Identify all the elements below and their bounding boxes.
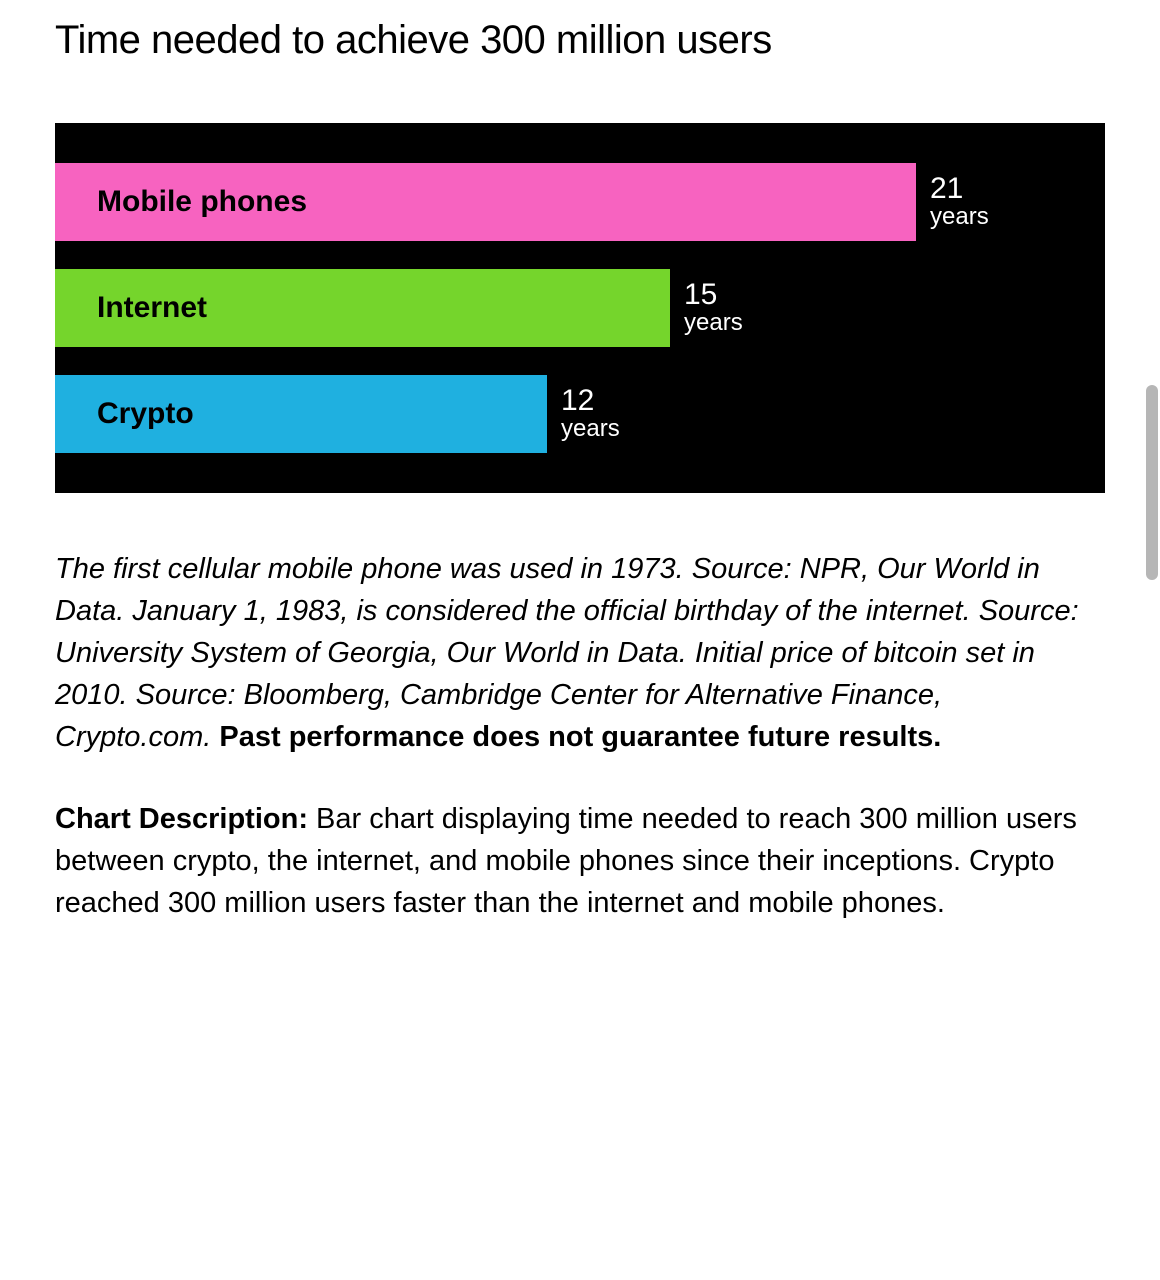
scrollbar-thumb[interactable] [1146, 385, 1158, 580]
bar-row: Crypto 12years [55, 375, 1105, 453]
bar-chart: Mobile phones21yearsInternet15yearsCrypt… [55, 123, 1105, 493]
bar-value-unit: years [930, 204, 989, 230]
description-label: Chart Description: [55, 803, 316, 835]
bar-value-block: 15years [684, 280, 743, 336]
bar: Internet [55, 269, 670, 347]
chart-description: Chart Description: Bar chart displaying … [55, 798, 1105, 924]
bar-label: Crypto [97, 397, 194, 431]
bar-value-block: 12years [561, 386, 620, 442]
bar-label: Mobile phones [97, 185, 307, 219]
bar-value-block: 21years [930, 174, 989, 230]
bar-row: Internet 15years [55, 269, 1105, 347]
bar: Crypto [55, 375, 547, 453]
bar-row: Mobile phones 21years [55, 163, 1105, 241]
bar-value-number: 21 [930, 174, 989, 204]
bar: Mobile phones [55, 163, 916, 241]
content-container: Time needed to achieve 300 million users… [0, 0, 1160, 954]
bar-value-unit: years [561, 416, 620, 442]
caption-disclaimer: Past performance does not guarantee futu… [219, 721, 941, 753]
bar-value-number: 15 [684, 280, 743, 310]
bar-value-number: 12 [561, 386, 620, 416]
chart-title: Time needed to achieve 300 million users [55, 18, 1105, 63]
bar-label: Internet [97, 291, 207, 325]
bar-value-unit: years [684, 310, 743, 336]
chart-caption: The first cellular mobile phone was used… [55, 548, 1105, 758]
